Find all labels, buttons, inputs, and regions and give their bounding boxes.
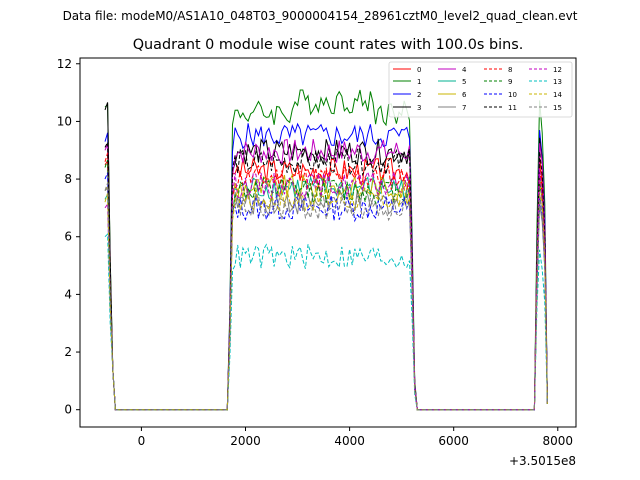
legend-label-10: 10 xyxy=(508,91,517,99)
legend-label-6: 6 xyxy=(462,91,467,99)
series-line-2 xyxy=(104,122,548,411)
legend-label-5: 5 xyxy=(462,78,466,86)
legend-label-13: 13 xyxy=(553,78,562,86)
series-line-11 xyxy=(104,142,548,411)
x-offset-label: +3.5015e8 xyxy=(509,454,576,468)
legend-label-14: 14 xyxy=(553,91,562,99)
suptitle: Data file: modeM0/AS1A10_048T03_90000041… xyxy=(63,9,578,23)
series-line-15 xyxy=(104,182,548,411)
x-tick-label: 2000 xyxy=(230,434,261,448)
legend-label-2: 2 xyxy=(417,91,421,99)
chart-title: Quadrant 0 module wise count rates with … xyxy=(133,37,524,53)
series-line-4 xyxy=(104,138,548,411)
legend-label-8: 8 xyxy=(508,66,512,74)
legend-label-12: 12 xyxy=(553,66,562,74)
y-tick-label: 8 xyxy=(64,172,72,186)
legend-label-4: 4 xyxy=(462,66,467,74)
legend-label-1: 1 xyxy=(417,78,421,86)
legend-label-3: 3 xyxy=(417,104,421,112)
plot-lines xyxy=(104,89,548,411)
y-tick-label: 6 xyxy=(64,230,72,244)
x-tick-label: 8000 xyxy=(543,434,574,448)
series-line-9 xyxy=(104,159,548,411)
y-tick-label: 2 xyxy=(64,345,72,359)
series-line-8 xyxy=(104,152,548,411)
legend-label-0: 0 xyxy=(417,66,421,74)
legend-label-11: 11 xyxy=(508,104,517,112)
legend-label-9: 9 xyxy=(508,78,512,86)
y-tick-label: 10 xyxy=(57,114,72,128)
axes-frame xyxy=(79,57,577,428)
x-axis-ticks: 0 2000 4000 6000 8000 xyxy=(138,427,573,448)
legend-label-15: 15 xyxy=(553,104,562,112)
legend-box xyxy=(388,61,573,118)
x-tick-label: 6000 xyxy=(438,434,469,448)
y-tick-label: 12 xyxy=(57,57,72,71)
x-tick-label: 0 xyxy=(138,434,146,448)
series-line-14 xyxy=(104,186,548,411)
y-axis-ticks: 0 2 4 6 8 10 12 xyxy=(57,57,80,417)
y-tick-label: 0 xyxy=(64,403,72,417)
series-line-7 xyxy=(104,187,548,411)
series-line-13 xyxy=(104,233,548,411)
series-line-1 xyxy=(104,89,548,411)
y-tick-label: 4 xyxy=(64,287,72,301)
x-tick-label: 4000 xyxy=(334,434,365,448)
legend-label-7: 7 xyxy=(462,104,466,112)
